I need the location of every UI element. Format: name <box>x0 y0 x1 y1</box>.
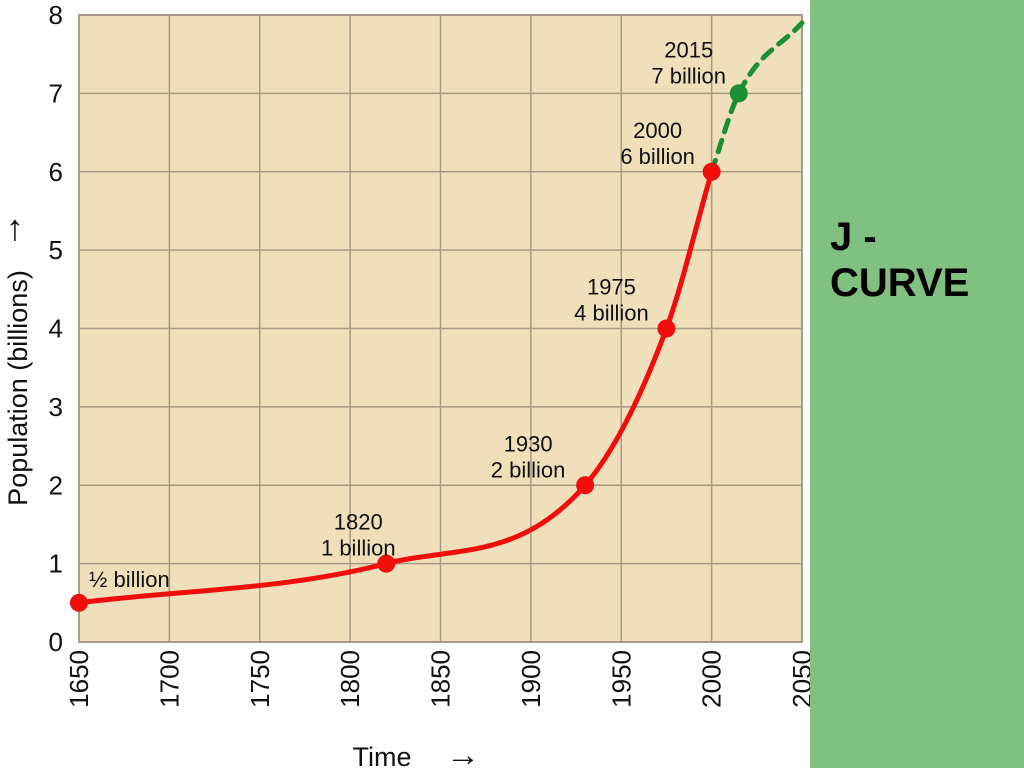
x-axis-title: Time <box>353 742 412 768</box>
y-axis-arrow-icon: ↑ <box>6 207 24 248</box>
y-tick-label: 6 <box>49 157 63 187</box>
data-label: 4 billion <box>574 301 649 326</box>
data-label: 1930 <box>504 431 553 456</box>
data-points <box>70 84 748 612</box>
historic-point <box>702 162 721 181</box>
j-curve-label: J - CURVE <box>830 214 1020 306</box>
y-tick-label: 3 <box>49 392 63 422</box>
x-tick-label: 1950 <box>606 650 636 708</box>
x-tick-label: 1700 <box>154 650 184 708</box>
data-label: 1975 <box>587 275 636 300</box>
y-axis-title: Population (billions) <box>3 270 33 506</box>
historic-series-line <box>76 169 715 606</box>
y-tick-label: 8 <box>49 0 63 30</box>
data-label: 6 billion <box>620 144 695 169</box>
historic-point <box>377 554 396 573</box>
projected-point <box>729 84 748 103</box>
y-tick-label: 4 <box>49 314 63 344</box>
x-tick-label: 2000 <box>697 650 727 708</box>
x-tick-label: 2050 <box>787 650 810 708</box>
data-label: ½ billion <box>89 567 170 592</box>
side-label-line1: J - <box>830 215 877 259</box>
side-label-line2: CURVE <box>830 261 970 305</box>
y-tick-label: 7 <box>49 78 63 108</box>
x-tick-label: 1750 <box>245 650 275 708</box>
y-tick-label: 5 <box>49 235 63 265</box>
y-tick-label: 2 <box>49 470 63 500</box>
data-label: 2015 <box>664 37 713 62</box>
data-label: 2000 <box>633 118 682 143</box>
y-tick-label: 0 <box>49 627 63 657</box>
data-label: 7 billion <box>651 63 726 88</box>
y-tick-label: 1 <box>49 549 63 579</box>
x-tick-label: 1800 <box>335 650 365 708</box>
x-tick-label: 1850 <box>426 650 456 708</box>
x-axis-arrow-icon: → <box>446 736 480 768</box>
grid-lines <box>78 14 803 643</box>
historic-point <box>576 476 595 495</box>
x-tick-label: 1900 <box>516 650 546 708</box>
side-panel: J - CURVE <box>810 0 1024 768</box>
historic-point <box>70 593 88 612</box>
historic-point <box>657 319 676 338</box>
x-tick-label: 1650 <box>64 650 94 708</box>
data-label: 1820 <box>334 510 383 535</box>
data-label: 1 billion <box>321 536 396 561</box>
tick-labels: 1650 1700 1750 1800 1850 1900 1950 2000 2050 0 1 2 3… <box>49 0 810 708</box>
data-label: 2 billion <box>491 457 566 482</box>
